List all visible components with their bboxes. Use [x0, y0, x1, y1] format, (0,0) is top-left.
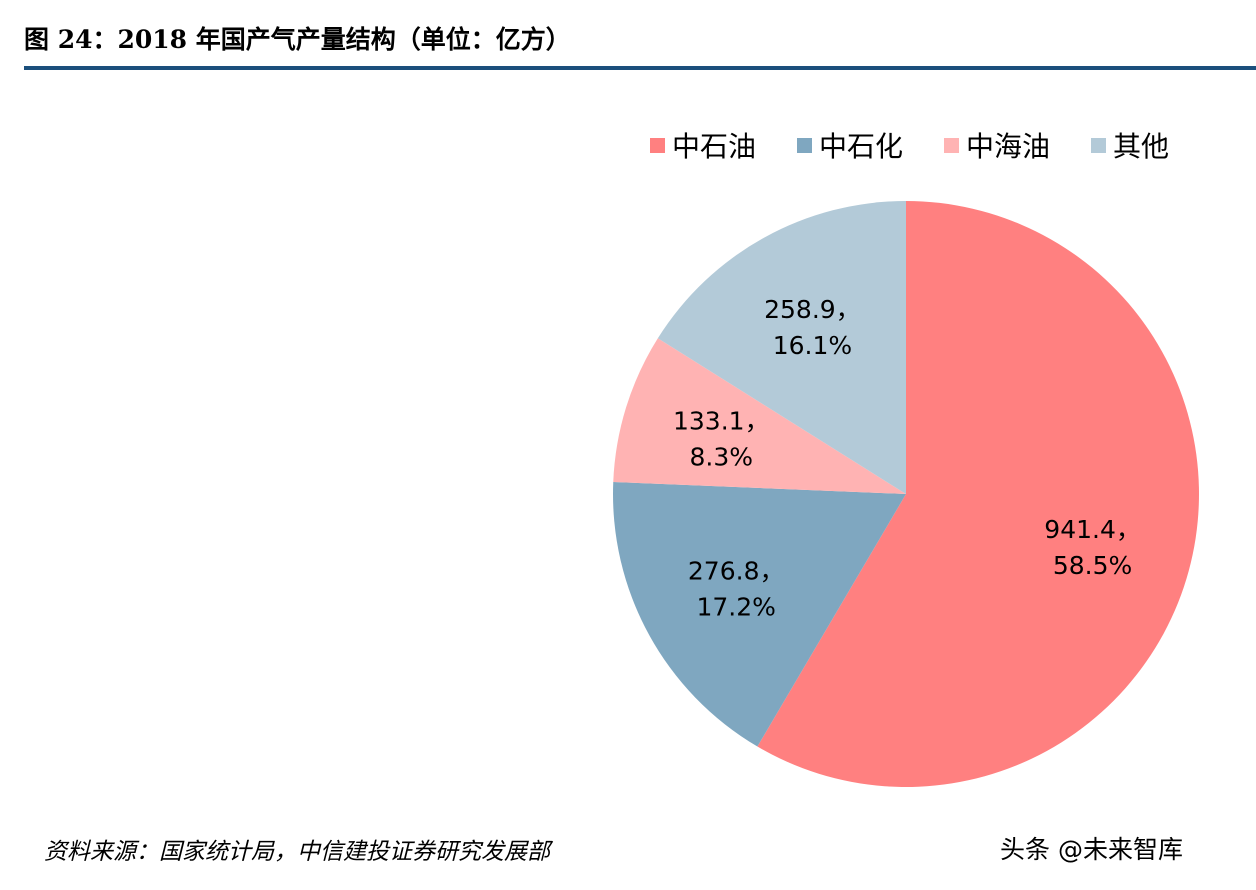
title-divider — [24, 66, 1256, 70]
legend-swatch-2 — [797, 138, 812, 153]
slice-label-2-value: 276.8， — [688, 557, 785, 586]
legend-label-2: 中石化 — [819, 130, 903, 163]
pie-slice-2 — [613, 481, 906, 747]
slice-labels: 941.4， 58.5% 276.8， 17.2% 133.1， 8.3% 258.9， 16… — [673, 295, 1141, 622]
legend-swatch-1 — [650, 138, 665, 153]
pie-chart: 941.4， 58.5% 276.8， 17.2% 133.1， 8.3% 258.9， 16… — [613, 130, 1199, 787]
slice-label-4-percent: 16.1% — [773, 331, 852, 360]
slice-label-1-percent: 58.5% — [1053, 551, 1132, 580]
pie-slice-3 — [613, 338, 906, 494]
slice-label-4-value: 258.9， — [764, 295, 861, 324]
slice-label-2-percent: 17.2% — [696, 593, 775, 622]
slice-label-1-value: 941.4， — [1044, 515, 1141, 544]
legend-label-3: 中海油 — [966, 130, 1050, 163]
slice-label-3-value: 133.1， — [673, 407, 770, 436]
pie-slices — [613, 201, 1199, 787]
slice-label-3-percent: 8.3% — [690, 443, 754, 472]
pie-slice-4 — [657, 201, 906, 494]
chart-title: 图 24：2018 年国产气产量结构（单位：亿方） — [24, 25, 571, 54]
legend-label-1: 中石油 — [672, 130, 756, 163]
pie-slice-1 — [757, 201, 1199, 787]
legend-swatch-3 — [944, 138, 959, 153]
watermark: 头条 @未来智库 — [1000, 835, 1183, 864]
source-note: 资料来源：国家统计局，中信建投证券研究发展部 — [44, 839, 550, 865]
legend-label-4: 其他 — [1113, 130, 1169, 163]
legend: 中石油 中石化 中海油 其他 — [650, 130, 1169, 163]
legend-swatch-4 — [1091, 138, 1106, 153]
